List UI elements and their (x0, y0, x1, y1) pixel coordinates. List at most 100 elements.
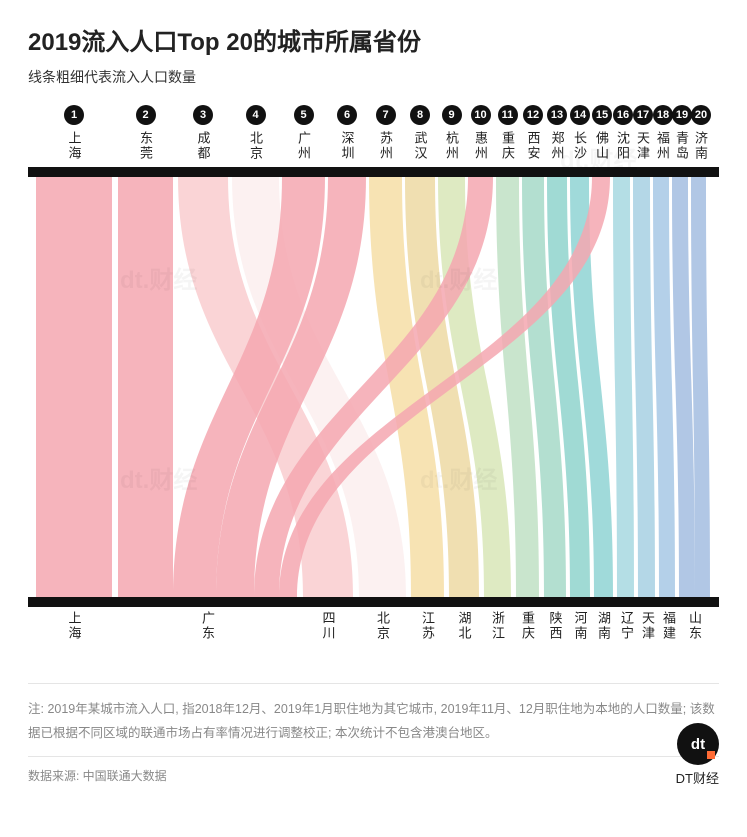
city-name: 成都 (194, 131, 213, 161)
flow-ribbon (118, 177, 173, 597)
province-cell: 山东 (679, 611, 710, 641)
city-name: 上海 (65, 131, 84, 161)
city-name: 武汉 (411, 131, 430, 161)
top-axis-bar (28, 167, 719, 177)
province-name: 江苏 (418, 611, 437, 641)
flow-ribbon (653, 177, 675, 597)
city-cell: 12 西安 (522, 105, 544, 161)
rank-badge: 20 (691, 105, 711, 125)
city-name: 郑州 (548, 131, 567, 161)
city-cell: 6 深圳 (328, 105, 366, 161)
bottom-axis-bar (28, 597, 719, 607)
rank-badge: 4 (246, 105, 266, 125)
source-label: 数据来源: 中国联通大数据 (28, 767, 167, 784)
province-cell: 四川 (303, 611, 353, 641)
city-name: 青岛 (672, 131, 691, 161)
city-name: 苏州 (376, 131, 395, 161)
province-cell: 天津 (638, 611, 655, 641)
rank-badge: 10 (471, 105, 491, 125)
rank-badge: 11 (498, 105, 518, 125)
subtitle: 线条粗细代表流入人口数量 (28, 67, 719, 87)
city-name: 福州 (653, 131, 672, 161)
city-name: 杭州 (442, 131, 461, 161)
rank-badge: 15 (592, 105, 612, 125)
province-cell: 河南 (570, 611, 590, 641)
city-cell: 3 成都 (178, 105, 228, 161)
flow-ribbon (36, 177, 112, 597)
city-cell: 9 杭州 (438, 105, 465, 161)
city-name: 东莞 (136, 131, 155, 161)
city-name: 深圳 (338, 131, 357, 161)
rank-badge: 8 (410, 105, 430, 125)
province-name: 辽宁 (617, 611, 636, 641)
city-cell: 5 广州 (282, 105, 325, 161)
rank-badge: 7 (376, 105, 396, 125)
flow-ribbon (633, 177, 655, 597)
rank-badge: 3 (193, 105, 213, 125)
province-cell: 福建 (659, 611, 675, 641)
caption: 注: 2019年某城市流入人口, 指2018年12月、2019年1月职住地为其它… (28, 683, 719, 757)
city-cell: 11 重庆 (496, 105, 519, 161)
flow-ribbon (613, 177, 634, 597)
province-cell: 重庆 (516, 611, 539, 641)
city-cell: 20济南 (691, 105, 706, 161)
province-name: 浙江 (488, 611, 507, 641)
province-cell: 辽宁 (617, 611, 634, 641)
province-name: 四川 (319, 611, 338, 641)
city-name: 济南 (691, 131, 710, 161)
rank-badge: 17 (633, 105, 653, 125)
city-name: 重庆 (498, 131, 517, 161)
page-title: 2019流入人口Top 20的城市所属省份 (28, 22, 719, 57)
province-name: 山东 (685, 611, 704, 641)
rank-badge: 1 (64, 105, 84, 125)
province-cell: 陕西 (544, 611, 566, 641)
city-cell: 18福州 (653, 105, 669, 161)
province-cell: 上海 (36, 611, 112, 641)
city-name: 佛山 (592, 131, 611, 161)
city-name: 广州 (294, 131, 313, 161)
rank-badge: 5 (294, 105, 314, 125)
province-name: 重庆 (518, 611, 537, 641)
brand-name: DT财经 (676, 768, 719, 787)
city-cell: 13 郑州 (547, 105, 567, 161)
city-name: 天津 (633, 131, 652, 161)
rank-badge: 18 (653, 105, 673, 125)
province-cell: 广东 (118, 611, 297, 641)
province-cell: 湖南 (594, 611, 613, 641)
province-cell: 浙江 (484, 611, 511, 641)
city-cell: 8 武汉 (405, 105, 435, 161)
city-cell: 4 北京 (232, 105, 279, 161)
city-cell: 2 东莞 (118, 105, 173, 161)
province-name: 湖南 (594, 611, 613, 641)
rank-badge: 2 (136, 105, 156, 125)
province-name: 河南 (571, 611, 590, 641)
city-cell: 15 佛山 (592, 105, 610, 161)
city-cell: 19青岛 (672, 105, 688, 161)
rank-badge: 9 (442, 105, 462, 125)
rank-badge: 16 (613, 105, 633, 125)
province-name: 上海 (65, 611, 84, 641)
province-cell: 江苏 (411, 611, 444, 641)
province-name: 广东 (198, 611, 217, 641)
province-name: 湖北 (455, 611, 474, 641)
rank-badge: 6 (337, 105, 357, 125)
rank-badge: 12 (523, 105, 543, 125)
province-name: 天津 (638, 611, 657, 641)
city-name: 长沙 (570, 131, 589, 161)
sankey-chart: 1上海2东莞3成都4北京5广州6深圳7苏州8武汉9杭州10惠州11重庆12西安1… (28, 105, 719, 665)
brand-logo: dt (677, 723, 719, 765)
rank-badge: 13 (547, 105, 567, 125)
city-cell: 14 长沙 (570, 105, 589, 161)
city-cell: 7 苏州 (369, 105, 402, 161)
city-cell: 16 沈阳 (613, 105, 630, 161)
province-cell: 北京 (359, 611, 406, 641)
city-name: 沈阳 (613, 131, 632, 161)
province-cell: 湖北 (449, 611, 479, 641)
city-name: 北京 (246, 131, 265, 161)
rank-badge: 14 (570, 105, 590, 125)
rank-badge: 19 (672, 105, 692, 125)
city-cell: 17 天津 (633, 105, 650, 161)
city-name: 西安 (524, 131, 543, 161)
province-name: 北京 (373, 611, 392, 641)
flow-paths (28, 177, 719, 597)
